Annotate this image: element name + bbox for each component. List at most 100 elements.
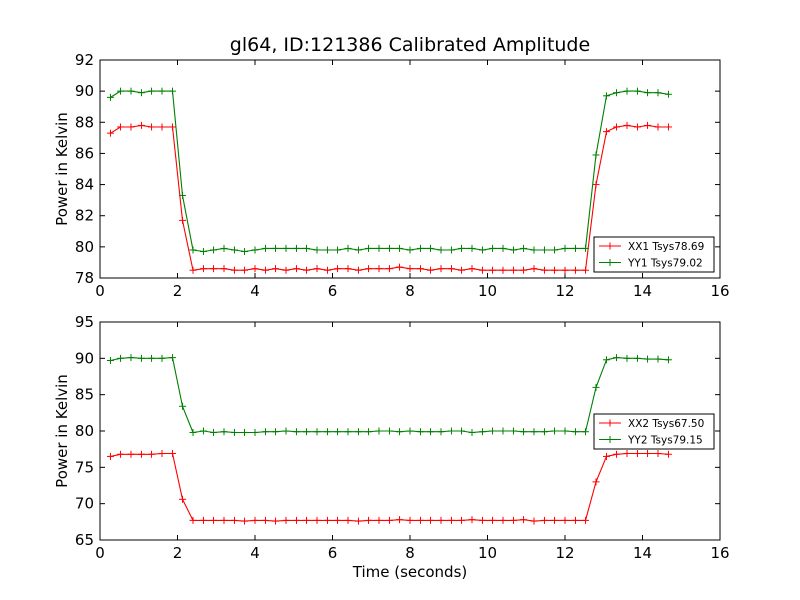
data-point [272,244,280,252]
data-point [241,266,249,274]
data-point [241,517,249,525]
x-tick-label: 12 [555,544,574,562]
data-point [354,246,362,254]
data-point [613,123,621,131]
data-point [158,354,166,362]
x-tick-label: 4 [250,544,260,562]
chart-1: gl64, ID:121386 Calibrated Amplitude 0 2 4 6… [53,34,730,300]
data-point [602,452,610,460]
data-point [251,246,259,254]
data-point [303,244,311,252]
x-tick-label: 6 [328,282,338,300]
data-point [416,265,424,273]
data-point [489,516,497,524]
data-point [375,265,383,273]
data-point [416,244,424,252]
data-point [654,89,662,97]
y-axis-label: Power in Kelvin [53,374,71,488]
data-point [571,266,579,274]
data-point [468,428,476,436]
data-point [323,428,331,436]
data-point [623,87,631,95]
data-point [520,266,528,274]
legend: XX2 Tsys67.50 YY2 Tsys79.15 [593,413,715,450]
data-point [416,428,424,436]
data-point [406,516,414,524]
data-point [385,427,393,435]
data-point [210,246,218,254]
data-point [385,265,393,273]
data-point [602,356,610,364]
data-point [396,244,404,252]
y-tick-label: 80 [75,422,94,440]
data-point [313,265,321,273]
data-point [644,355,652,363]
y-tick-label: 84 [75,176,94,194]
legend-label: XX2 Tsys67.50 [628,418,704,430]
data-point [272,265,280,273]
x-tick-label: 2 [173,282,183,300]
data-point [241,248,249,256]
data-point [354,266,362,274]
data-point [261,266,269,274]
legend: XX1 Tsys78.69 YY1 Tsys79.02 [593,236,715,273]
y-tick-label: 80 [75,238,94,256]
data-point [447,516,455,524]
data-point [282,427,290,435]
data-point [251,516,259,524]
data-point [210,265,218,273]
legend-box [593,413,715,450]
data-point [179,402,187,410]
data-point [189,266,197,274]
data-point [478,266,486,274]
data-point [623,354,631,362]
data-point [158,123,166,131]
data-point [437,265,445,273]
y-tick-label: 88 [75,113,94,131]
data-point [261,244,269,252]
data-point [199,265,207,273]
data-point [220,244,228,252]
data-point [396,516,404,524]
data-point [127,354,135,362]
data-point [468,265,476,273]
data-point [292,244,300,252]
data-point [396,428,404,436]
x-tick-label: 0 [95,544,105,562]
data-point [179,191,187,199]
data-point [633,354,641,362]
data-point [241,428,249,436]
data-point [592,181,600,189]
legend-label: XX1 Tsys78.69 [628,241,704,253]
data-point [220,265,228,273]
data-point [489,244,497,252]
data-point [540,246,548,254]
data-point [458,244,466,252]
x-tick-label: 4 [250,282,260,300]
data-point [106,452,114,460]
x-tick-label: 8 [405,282,415,300]
data-point [261,428,269,436]
data-point [323,266,331,274]
data-point [365,244,373,252]
data-point [592,478,600,486]
data-point [582,428,590,436]
data-point [334,516,342,524]
y-tick-label: 70 [75,495,94,513]
x-tick-label: 10 [478,544,497,562]
data-point [551,516,559,524]
y-tick-label: 75 [75,458,94,476]
data-point [148,354,156,362]
data-point [561,427,569,435]
x-tick-label: 16 [710,282,729,300]
legend-entry: YY2 Tsys79.15 [599,435,703,447]
data-point [230,246,238,254]
data-point [137,354,145,362]
data-point [179,216,187,224]
data-point [509,246,517,254]
y-tick-label: 78 [75,269,94,287]
data-point [344,244,352,252]
y-tick-label: 85 [75,386,94,404]
y-tick-label: 82 [75,207,94,225]
